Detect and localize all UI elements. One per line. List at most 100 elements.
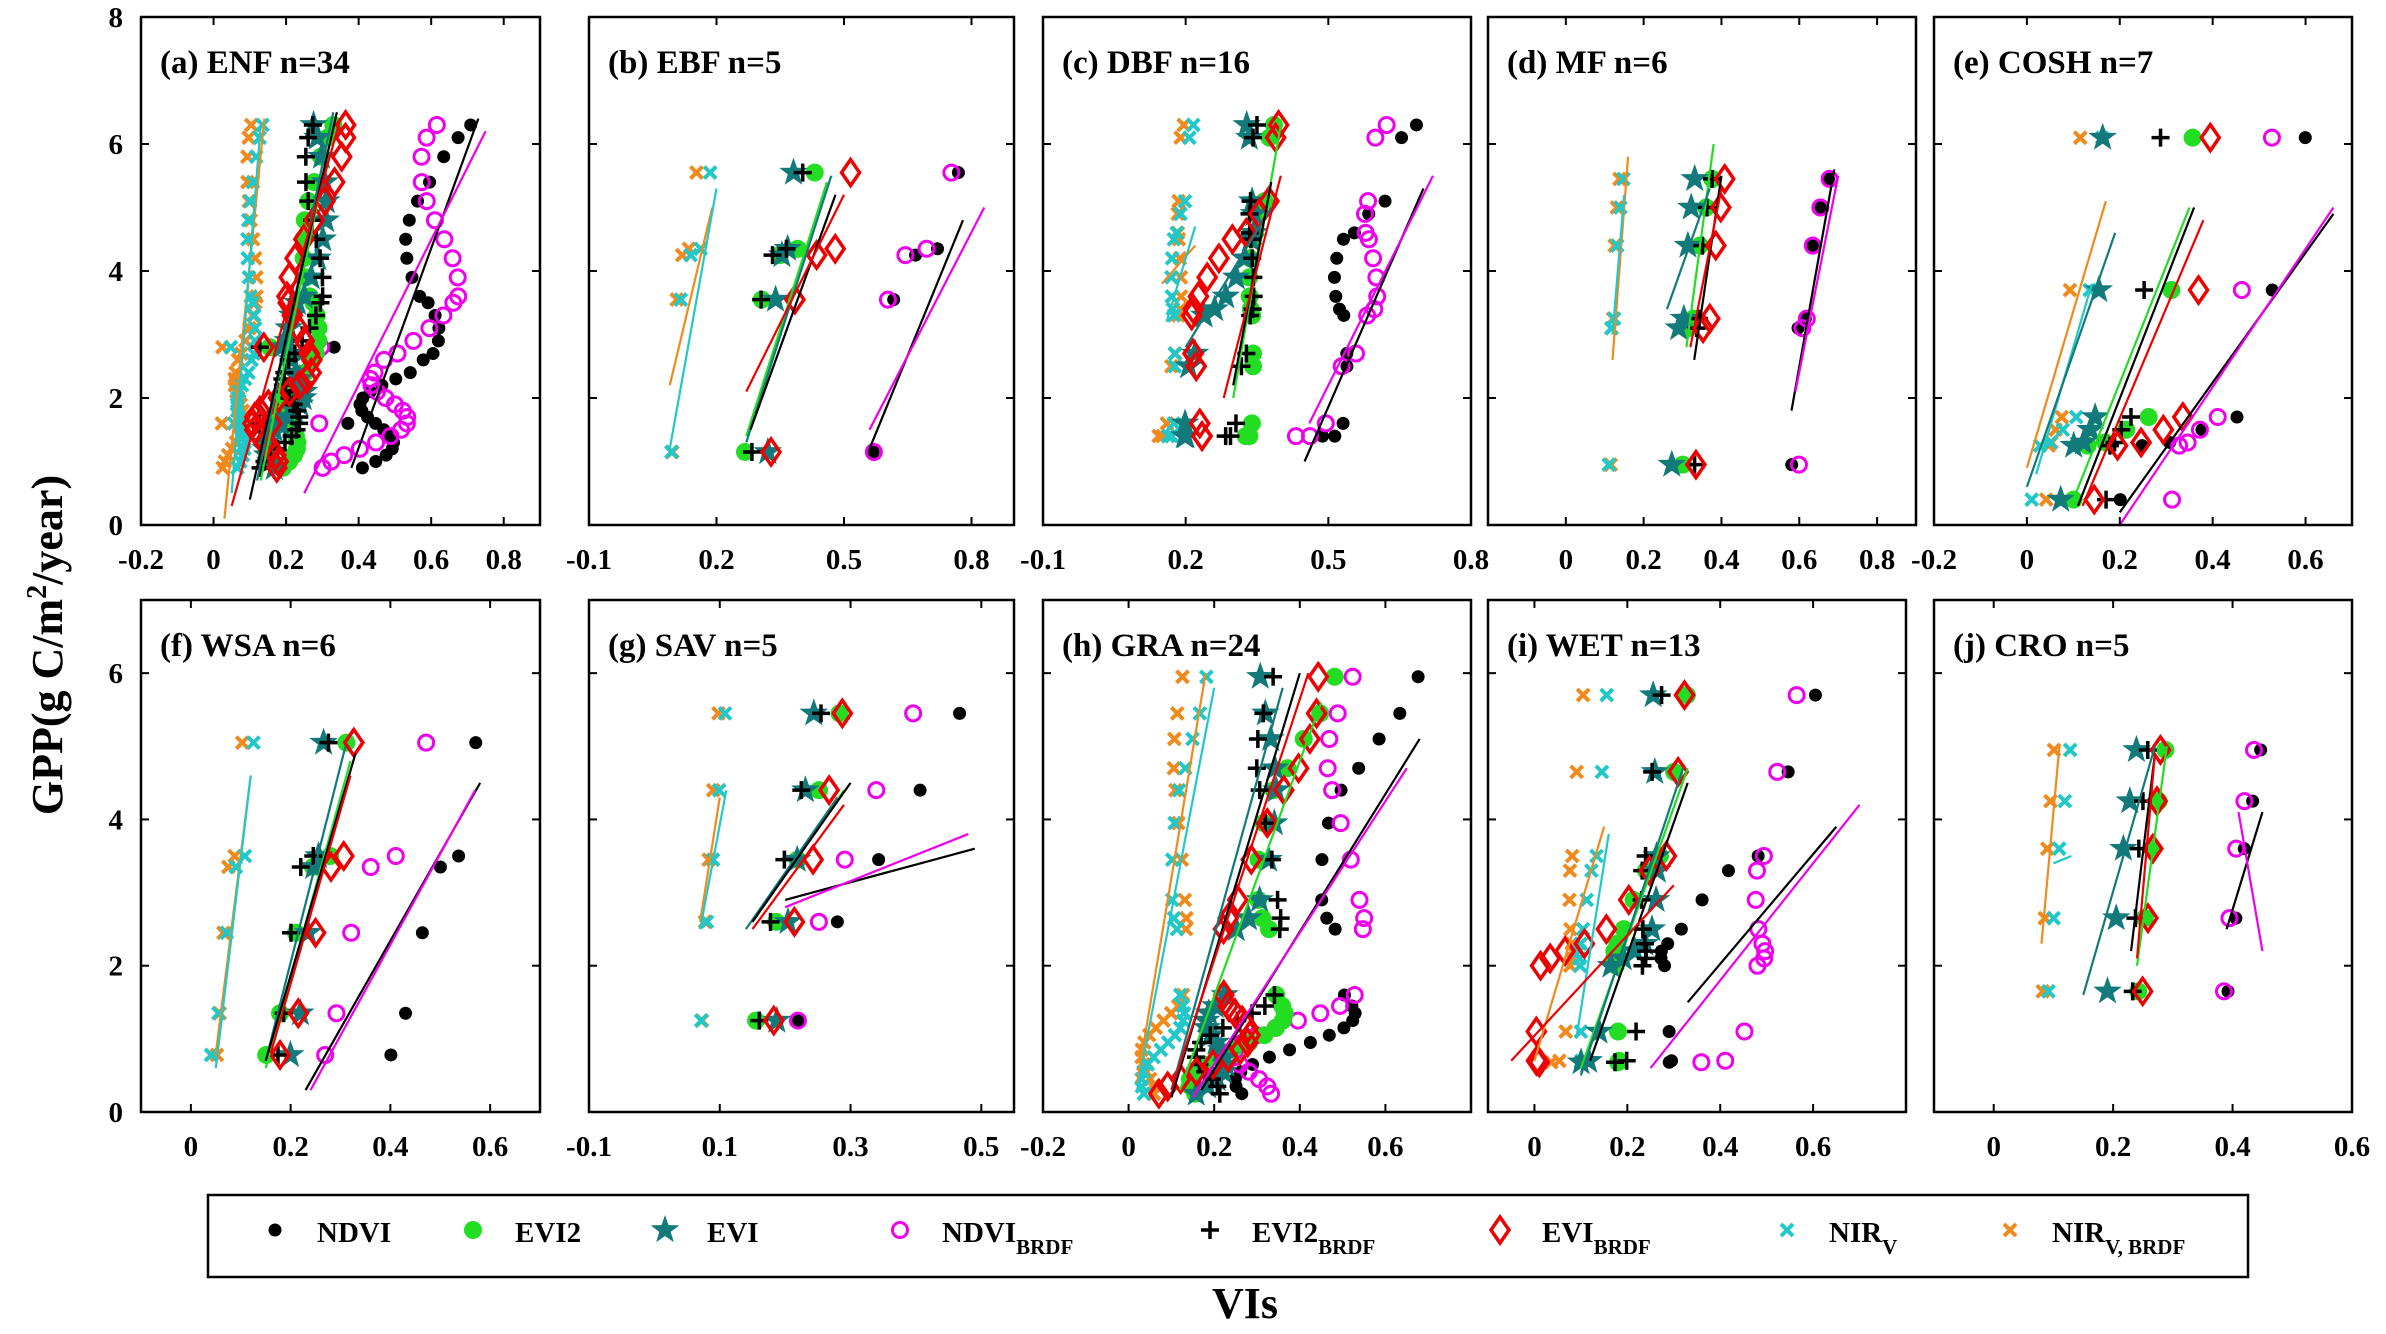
- nirv_brdf-point: [1562, 863, 1578, 879]
- evi2_brdf-point: [311, 293, 330, 312]
- nirv-point: [1172, 987, 1188, 1003]
- evi_brdf-fit-line: [1689, 188, 1723, 348]
- y-axis-label: GPP(g C/m2/year): [22, 475, 72, 815]
- ndvi_brdf-point: [412, 173, 431, 192]
- x-tick-label: 0.6: [413, 544, 449, 576]
- ndvi_brdf-point: [327, 1004, 346, 1023]
- ndvi-fit-line: [350, 118, 480, 469]
- ndvi-point: [1658, 959, 1672, 973]
- ndvi-point: [1393, 706, 1407, 720]
- nirv-point: [2024, 492, 2040, 508]
- evi-point: [2080, 402, 2110, 430]
- ndvi_brdf-point: [443, 249, 462, 268]
- nirv-point: [683, 247, 699, 263]
- evi-point: [286, 998, 315, 1026]
- nirv_brdf-point: [1170, 206, 1186, 222]
- ndvi_brdf-point: [2178, 433, 2197, 452]
- ndvi_brdf-point: [1262, 1084, 1281, 1103]
- evi_brdf-point: [252, 331, 275, 364]
- ndvi_brdf-point: [2232, 281, 2251, 300]
- evi2_brdf-point: [2151, 128, 2170, 147]
- evi-point: [1566, 1047, 1596, 1075]
- evi-point: [1260, 753, 1289, 781]
- ndvi-point: [1262, 1050, 1276, 1064]
- ndvi-point: [399, 1006, 413, 1020]
- nirv_brdf-point: [1612, 171, 1627, 187]
- evi_brdf-point: [260, 407, 284, 440]
- ndvi-point: [2298, 131, 2312, 145]
- nirv_brdf-point: [216, 925, 231, 941]
- ndvi-point: [1814, 201, 1828, 214]
- ndvi-point: [451, 131, 465, 145]
- evi-point: [311, 205, 340, 233]
- evi2_brdf-fit-line: [264, 753, 357, 1062]
- x-tick-label: 0.4: [372, 1131, 408, 1163]
- x-tick-label: 0: [1527, 1131, 1542, 1163]
- evi2_brdf-point: [1248, 729, 1267, 748]
- evi-point: [2059, 430, 2088, 458]
- nirv-point: [1164, 250, 1180, 266]
- nirv_brdf-point: [2054, 409, 2070, 425]
- evi-point: [297, 262, 326, 290]
- evi-point: [1209, 1056, 1238, 1084]
- evi2-point: [2139, 408, 2158, 427]
- evi_brdf-point: [1691, 312, 1715, 345]
- x-tick-label: 0.2: [1168, 544, 1204, 576]
- x-tick-label: 0.2: [1626, 544, 1662, 576]
- evi2_brdf-point: [793, 163, 812, 182]
- ndvi_brdf-fit-line: [309, 789, 477, 1091]
- nirv_brdf-point: [2072, 130, 2088, 146]
- evi-point: [2084, 275, 2114, 303]
- nirv_brdf-point: [689, 165, 704, 180]
- evi-point: [761, 284, 790, 312]
- evi2_brdf-point: [1201, 1026, 1220, 1045]
- evi_brdf-point: [1229, 1033, 1252, 1066]
- evi_brdf-fit-line: [1510, 884, 1675, 1062]
- ndvi_brdf-point: [1756, 942, 1775, 961]
- panel-4: 0 0.2 0.4 0.6 0.8 (d) MF n=6: [1486, 15, 1918, 576]
- ndvi_brdf-point: [835, 850, 854, 869]
- nirv-point: [2046, 910, 2062, 926]
- nirv-point: [1601, 457, 1617, 473]
- ndvi_brdf-point: [417, 733, 436, 752]
- evi_brdf-point: [1655, 839, 1678, 873]
- ndvi_brdf-point: [1350, 890, 1369, 909]
- evi_brdf-fit-line: [751, 804, 845, 930]
- ndvi-point: [431, 334, 445, 348]
- nirv-point: [663, 444, 679, 460]
- evi2-point: [1665, 762, 1684, 781]
- ndvi_brdf-point: [386, 847, 405, 865]
- evi_brdf-point: [287, 997, 310, 1030]
- evi2_brdf-point: [1247, 115, 1266, 134]
- x-tick-label: 0.4: [2195, 544, 2231, 576]
- legend-evi-brdf-icon: [1488, 1213, 1512, 1247]
- ndvi-point: [384, 1048, 398, 1062]
- evi2-point: [1236, 427, 1255, 446]
- panel-title: (c) DBF n=16: [1062, 45, 1250, 81]
- ndvi-point: [426, 347, 440, 361]
- evi2_brdf-point: [1255, 996, 1274, 1015]
- evi2_brdf-point: [311, 249, 330, 268]
- panel-title: (f) WSA n=6: [160, 628, 336, 664]
- evi-point: [1211, 281, 1241, 309]
- ndvi_brdf-point: [310, 414, 329, 433]
- evi_brdf-point: [1539, 942, 1562, 975]
- x-tick-label: 0.4: [1703, 544, 1739, 576]
- evi2-point: [1294, 729, 1313, 748]
- evi2_brdf-point: [2097, 490, 2116, 509]
- nirv_brdf-point: [1562, 892, 1577, 908]
- evi-point: [273, 325, 302, 353]
- evi_brdf-point: [1573, 927, 1596, 960]
- panel-9: 0 0.2 0.4 0.6 (i) WET n=13: [1486, 598, 1908, 1163]
- legend-ndvi-icon: [268, 1223, 282, 1237]
- x-tick-label: 0.8: [1453, 544, 1489, 576]
- evi-point: [1669, 303, 1699, 331]
- evi2_brdf-point: [281, 923, 300, 942]
- x-tick-label: 0.5: [1310, 544, 1346, 576]
- ndvi_brdf-point: [1692, 1053, 1711, 1072]
- evi_brdf-point: [1704, 229, 1727, 262]
- nirv_brdf-point: [669, 292, 685, 307]
- panel-frame: [1932, 598, 2354, 1114]
- evi2_brdf-point: [304, 847, 323, 865]
